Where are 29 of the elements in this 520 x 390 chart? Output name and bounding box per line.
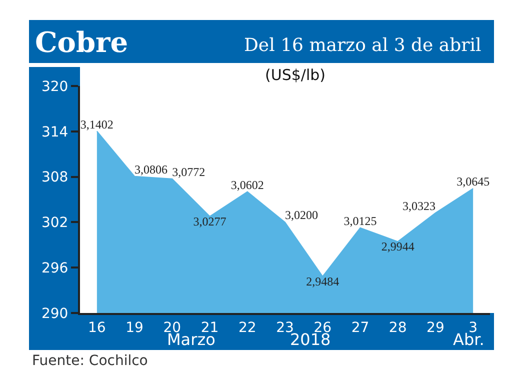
x-tick-label: 3 xyxy=(468,320,478,336)
y-tick-label: 320 xyxy=(41,78,68,95)
y-tick-label: 302 xyxy=(41,215,68,232)
data-label: 3,1402 xyxy=(80,117,114,132)
x-tick-label: 21 xyxy=(200,320,219,336)
data-label: 3,0277 xyxy=(193,214,226,228)
x-tick-label: 22 xyxy=(238,320,256,336)
chart-title: Cobre xyxy=(35,26,128,59)
x-tick-label: 28 xyxy=(388,320,407,336)
data-label: 2,9484 xyxy=(306,274,340,288)
y-tick-label: 314 xyxy=(41,124,68,140)
x-tick-label: 19 xyxy=(126,320,144,336)
data-label: 3,0323 xyxy=(402,198,436,213)
x-tick-label: 27 xyxy=(351,320,370,336)
y-axis-title: (US$/lb) xyxy=(265,66,326,84)
source-note: Fuente: Cochilco xyxy=(32,353,148,369)
data-label: 3,0200 xyxy=(285,208,318,222)
data-label: 3,0125 xyxy=(344,214,377,228)
chart-subtitle: Del 16 marzo al 3 de abril xyxy=(244,35,482,56)
data-label: 2,9944 xyxy=(381,240,414,254)
y-tick-label: 308 xyxy=(41,170,68,186)
x-tick-label: 29 xyxy=(426,320,444,336)
x-tick-label: 16 xyxy=(88,320,106,336)
y-tick-label: 296 xyxy=(41,260,68,276)
data-label: 3,0645 xyxy=(456,174,490,189)
data-label: 3,0806 xyxy=(134,162,168,176)
y-tick-label: 290 xyxy=(41,306,68,322)
data-label: 3,0772 xyxy=(172,164,206,179)
data-label: 3,0602 xyxy=(230,178,264,192)
